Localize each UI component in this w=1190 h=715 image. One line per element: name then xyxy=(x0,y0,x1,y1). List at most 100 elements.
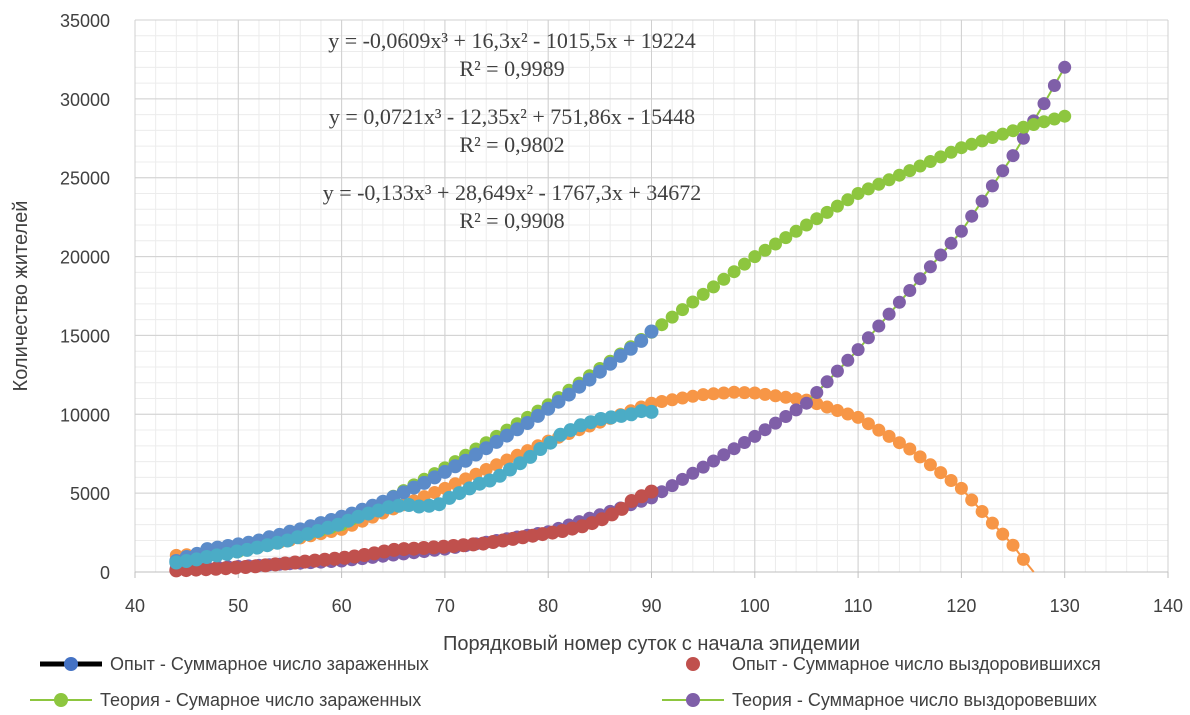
data-point xyxy=(913,159,927,173)
y-tick-label: 20000 xyxy=(60,248,110,268)
data-point xyxy=(603,356,618,371)
y-tick-label: 5000 xyxy=(70,484,110,504)
series-layer xyxy=(169,60,1072,578)
x-tick-label: 80 xyxy=(538,596,558,616)
legend-label: Теория - Суммарное число выздоровевших xyxy=(732,690,1097,710)
data-point xyxy=(810,386,824,399)
trendline-equations: y = -0,0609x³ + 16,3x² - 1015,5x + 19224… xyxy=(323,28,702,233)
series-theory-recovered xyxy=(169,60,1072,575)
x-tick-label: 60 xyxy=(332,596,352,616)
data-point xyxy=(944,145,958,159)
y-tick-label: 25000 xyxy=(60,169,110,189)
data-point xyxy=(1006,124,1020,138)
data-point xyxy=(892,168,906,182)
data-point xyxy=(551,394,566,409)
data-point xyxy=(738,257,751,271)
data-point xyxy=(218,561,233,576)
data-point xyxy=(1047,79,1061,92)
data-point xyxy=(533,442,548,456)
data-point xyxy=(572,379,587,394)
data-point xyxy=(520,416,535,430)
data-point xyxy=(448,459,463,474)
data-point xyxy=(1047,112,1061,126)
data-point xyxy=(851,187,865,200)
data-point xyxy=(655,318,669,332)
data-point xyxy=(758,423,772,437)
data-point xyxy=(1037,97,1051,111)
data-point xyxy=(923,155,937,168)
data-point xyxy=(1016,131,1030,145)
legend-marker xyxy=(54,693,68,707)
data-point xyxy=(872,423,886,437)
data-point xyxy=(426,540,441,555)
data-point xyxy=(208,561,223,576)
data-point xyxy=(934,466,948,480)
data-point xyxy=(851,343,865,357)
y-tick-label: 30000 xyxy=(60,90,110,110)
data-point xyxy=(830,364,844,378)
data-point xyxy=(996,527,1010,541)
data-point xyxy=(665,310,679,324)
data-point xyxy=(903,284,917,297)
data-point xyxy=(468,447,483,462)
data-point xyxy=(676,391,689,405)
data-point xyxy=(613,348,628,363)
data-point xyxy=(412,499,426,514)
data-point xyxy=(820,400,834,414)
data-point xyxy=(665,393,679,407)
data-point xyxy=(830,199,844,213)
data-point xyxy=(769,389,782,403)
data-point xyxy=(707,454,720,468)
x-tick-label: 90 xyxy=(641,596,661,616)
trendline-r-squared: R² = 0,9802 xyxy=(459,132,564,157)
data-point xyxy=(789,403,803,417)
data-point xyxy=(1037,115,1051,129)
data-point xyxy=(391,498,406,513)
data-point xyxy=(696,388,710,402)
data-point xyxy=(655,395,669,408)
data-point xyxy=(882,173,896,187)
data-point xyxy=(738,436,751,449)
trendline-equation: y = -0,0609x³ + 16,3x² - 1015,5x + 19224 xyxy=(328,28,696,53)
data-point xyxy=(1016,552,1030,566)
data-point xyxy=(738,386,751,400)
data-point xyxy=(944,236,958,250)
data-point xyxy=(665,479,679,493)
data-point xyxy=(489,434,504,449)
data-point xyxy=(779,390,793,404)
data-point xyxy=(417,475,432,490)
data-point xyxy=(530,408,545,423)
data-point xyxy=(437,464,452,479)
data-point xyxy=(1006,149,1020,163)
data-point xyxy=(503,462,517,477)
data-point xyxy=(717,386,731,400)
data-point xyxy=(479,463,493,476)
x-tick-label: 130 xyxy=(1050,596,1080,616)
legend-label: Теория - Сумарное число зараженных xyxy=(100,690,421,710)
data-point xyxy=(696,460,710,474)
data-point xyxy=(1058,109,1072,123)
legend-label: Опыт - Суммарное число выздоровившихся xyxy=(732,654,1101,674)
data-point xyxy=(861,331,875,345)
data-point xyxy=(934,248,948,262)
data-point xyxy=(954,224,968,238)
legend-item: Теория - Суммарное число выздоровевших xyxy=(662,690,1097,710)
data-point xyxy=(913,272,927,286)
data-point xyxy=(975,134,989,148)
data-point xyxy=(228,560,243,575)
x-tick-label: 50 xyxy=(228,596,248,616)
trendline-equation: y = -0,133x³ + 28,649x² - 1767,3x + 3467… xyxy=(323,180,702,205)
data-point xyxy=(490,458,503,472)
data-point xyxy=(830,404,844,417)
y-axis-title: Количество жителей xyxy=(10,201,32,392)
data-point xyxy=(614,501,629,516)
data-point xyxy=(634,333,649,348)
y-tick-label: 0 xyxy=(100,563,110,583)
data-point xyxy=(428,486,442,499)
data-point xyxy=(676,303,689,317)
trendline-r-squared: R² = 0,9908 xyxy=(459,208,564,233)
data-point xyxy=(644,484,659,499)
data-point xyxy=(841,407,855,421)
